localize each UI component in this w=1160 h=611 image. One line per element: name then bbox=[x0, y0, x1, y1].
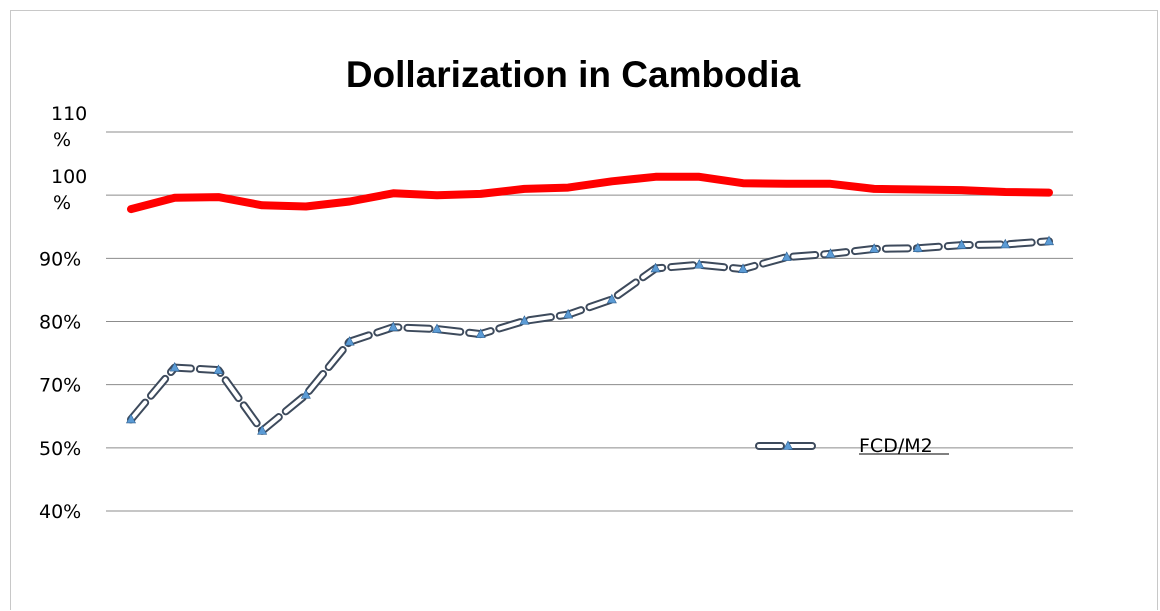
series-lines bbox=[126, 172, 1054, 435]
legend: FCD/M2 bbox=[755, 435, 949, 457]
y-tick-label: 90% bbox=[39, 248, 81, 270]
data-point bbox=[432, 323, 442, 333]
data-point bbox=[606, 293, 617, 304]
data-point bbox=[300, 389, 311, 399]
data-point bbox=[257, 425, 268, 435]
data-point bbox=[563, 308, 574, 319]
series-fcd-m2 bbox=[126, 235, 1054, 435]
y-tick-label: 100% bbox=[51, 166, 87, 214]
series-red-line bbox=[127, 172, 1053, 214]
data-point bbox=[650, 262, 661, 273]
series-line bbox=[127, 172, 1053, 214]
data-point bbox=[213, 364, 224, 374]
y-tick-label: 70% bbox=[39, 375, 81, 397]
chart-frame: Dollarization in Cambodia 110% 100% 90% 80%… bbox=[10, 10, 1158, 610]
data-point bbox=[344, 336, 355, 346]
data-point bbox=[126, 413, 136, 424]
y-tick-label: 50% bbox=[39, 438, 81, 460]
data-point bbox=[694, 259, 705, 269]
series-line-inner bbox=[129, 239, 1051, 433]
line-chart: Dollarization in Cambodia 110 % 100 % 90% 80%… bbox=[39, 54, 1073, 523]
y-axis-ticks: 110 % 100 % 90% 80% 70% 50% 40% bbox=[39, 103, 87, 523]
y-tick-label: 80% bbox=[39, 312, 81, 334]
data-point bbox=[912, 242, 923, 253]
legend-label-fcd-m2: FCD/M2 bbox=[859, 435, 933, 457]
series-line-outline bbox=[127, 237, 1053, 435]
data-point bbox=[956, 239, 967, 249]
data-point bbox=[475, 328, 486, 338]
data-point bbox=[781, 251, 792, 261]
chart-title: Dollarization in Cambodia bbox=[346, 54, 801, 95]
data-point bbox=[388, 321, 399, 331]
gridlines bbox=[106, 131, 1073, 512]
y-tick-label: 40% bbox=[39, 501, 81, 523]
data-point bbox=[738, 263, 748, 273]
data-point bbox=[1000, 238, 1011, 249]
data-point bbox=[869, 243, 880, 253]
y-tick-label: 110% bbox=[51, 103, 87, 151]
data-point bbox=[519, 315, 530, 325]
data-point bbox=[169, 361, 180, 372]
legend-symbol-fcd-m2 bbox=[755, 440, 821, 450]
data-point bbox=[1044, 235, 1054, 246]
data-point bbox=[825, 248, 836, 258]
